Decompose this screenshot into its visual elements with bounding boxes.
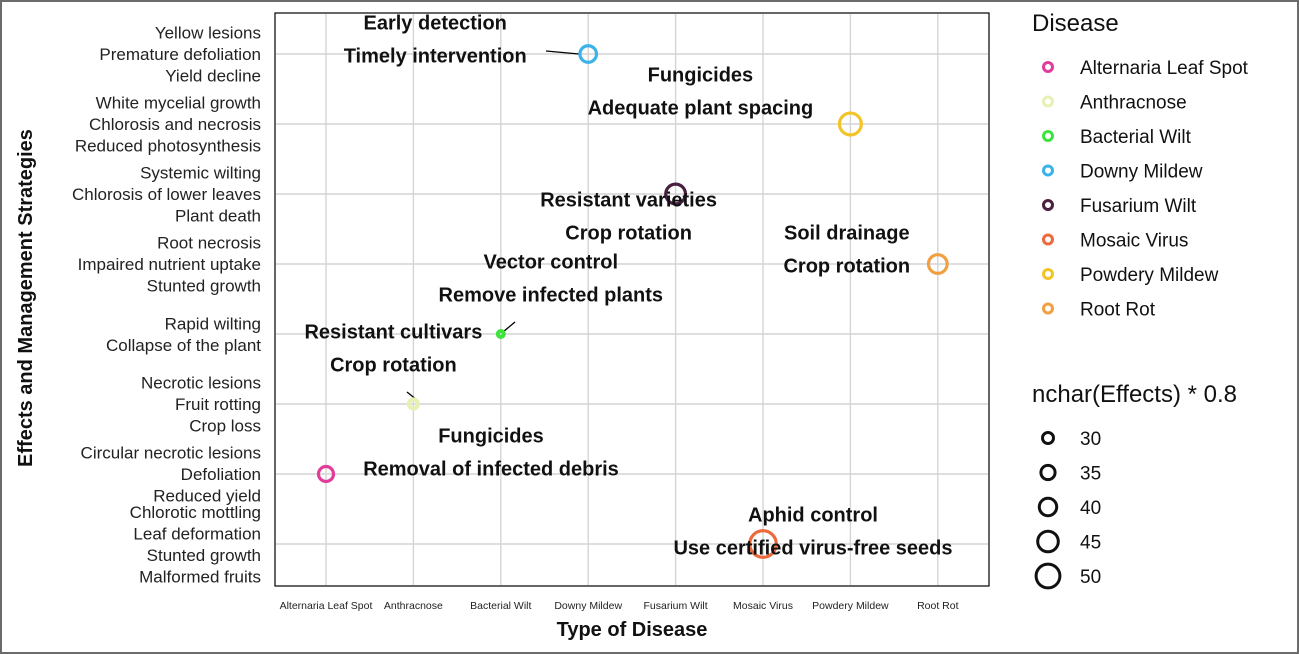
y-tick-label: Necrotic lesions Fruit rotting Crop loss [141, 374, 261, 436]
x-tick-label: Fusarium Wilt [644, 600, 708, 612]
legend-size-label: 50 [1080, 567, 1101, 588]
x-tick-label: Alternaria Leaf Spot [280, 600, 373, 612]
x-axis-title: Type of Disease [557, 619, 708, 641]
leader-line [545, 50, 580, 55]
legend-label: Downy Mildew [1080, 162, 1203, 183]
y-tick-label: Root necrosis Impaired nutrient uptake Stu… [78, 234, 261, 296]
legend-size: nchar(Effects) * 0.8 30 35 40 45 50 [1032, 381, 1237, 590]
point-label: Soil drainage Crop rotation [783, 223, 910, 278]
data-point [926, 253, 949, 275]
legend-key [1042, 130, 1054, 142]
x-tick-label: Anthracnose [384, 600, 443, 612]
x-tick-label: Powdery Mildew [812, 600, 889, 612]
legend-size-label: 30 [1080, 429, 1101, 450]
y-tick-label: Yellow lesions Premature defoliation Yield… [99, 24, 261, 86]
legend-size-key [1037, 496, 1059, 518]
legend-disease-title: Disease [1032, 10, 1119, 37]
legend-size-key [1041, 431, 1055, 445]
point-annotations: Fungicides Removal of infected debris Resi… [304, 13, 952, 560]
legend-label: Powdery Mildew [1080, 265, 1219, 286]
y-axis-title: Effects and Management Strategies [15, 129, 37, 467]
legend-size-label: 35 [1080, 464, 1101, 485]
point-label: Resistant cultivars Crop rotation [304, 322, 482, 377]
y-tick-label: Chlorotic mottling Leaf deformation Stunte… [130, 503, 261, 587]
grid-lines [276, 14, 988, 585]
point-label: Fungicides Removal of infected debris [363, 426, 619, 481]
data-point [495, 329, 506, 339]
data-point [748, 529, 778, 559]
legend-key [1042, 164, 1054, 177]
legend-key [1042, 302, 1054, 315]
x-tick-labels: Alternaria Leaf Spot Anthracnose Bacterial… [280, 600, 959, 612]
data-point [837, 111, 863, 137]
legend-label: Root Rot [1080, 300, 1156, 321]
legend-size-title: nchar(Effects) * 0.8 [1032, 381, 1237, 408]
legend-size-key [1036, 529, 1060, 554]
point-label: Fungicides Adequate plant spacing [588, 65, 814, 120]
x-tick-label: Bacterial Wilt [470, 600, 531, 612]
data-point [578, 44, 599, 64]
data-point [664, 182, 688, 206]
legend-size-key [1039, 463, 1057, 482]
data-point [406, 397, 420, 411]
point-label: Resistant varieties Crop rotation [540, 190, 717, 245]
point-label: Early detection Timely intervention [344, 13, 527, 68]
y-tick-labels: Chlorotic mottling Leaf deformation Stunte… [72, 24, 261, 587]
y-tick-label: White mycelial growth Chlorosis and necro… [75, 94, 261, 156]
legend-label: Bacterial Wilt [1080, 127, 1192, 148]
legend-label: Anthracnose [1080, 93, 1187, 114]
legend-size-key [1034, 562, 1062, 590]
leader-line [502, 321, 516, 333]
legend-label: Mosaic Virus [1080, 231, 1188, 252]
legend-key [1042, 61, 1054, 73]
data-points [316, 44, 949, 559]
legend-key [1042, 233, 1054, 246]
legend-disease: Disease Alternaria Leaf Spot Anthracnose B… [1032, 10, 1249, 321]
plot-panel-border [274, 12, 990, 587]
x-tick-label: Root Rot [917, 600, 959, 612]
point-label: Vector control Remove infected plants [439, 252, 664, 307]
y-tick-label: Rapid wilting Collapse of the plant [106, 314, 261, 355]
point-label: Aphid control Use certified virus-free se… [673, 505, 952, 560]
y-tick-label: Systemic wilting Chlorosis of lower leave… [72, 164, 261, 226]
x-tick-label: Downy Mildew [554, 600, 622, 612]
data-point [316, 464, 336, 484]
legend-key [1042, 199, 1054, 211]
y-tick-label: Circular necrotic lesions Defoliation Redu… [81, 444, 261, 506]
legend-size-label: 45 [1080, 533, 1101, 554]
legend-key [1042, 95, 1054, 108]
legend-size-label: 40 [1080, 498, 1101, 519]
legend-label: Alternaria Leaf Spot [1080, 58, 1249, 79]
x-tick-label: Mosaic Virus [733, 600, 793, 612]
legend-key [1042, 268, 1054, 280]
legend-label: Fusarium Wilt [1080, 196, 1197, 217]
